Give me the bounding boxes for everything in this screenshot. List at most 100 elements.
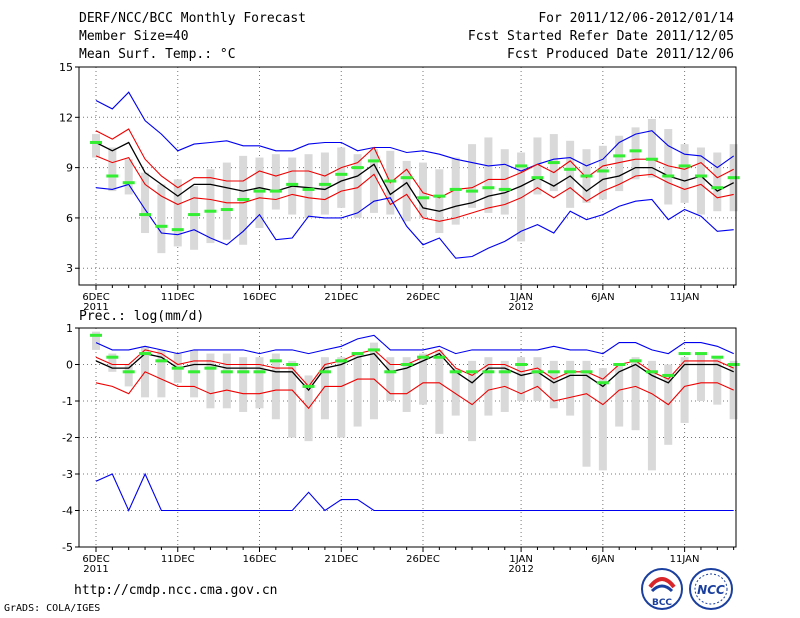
temp-range-box [255, 157, 264, 228]
temp-range-box [631, 127, 640, 180]
prec-member-marker [711, 355, 724, 359]
temp-range-box [337, 147, 346, 208]
started-date: Fcst Started Refer Date 2011/12/05 [467, 29, 734, 44]
chart-title: DERF/NCC/BCC Monthly Forecast [79, 11, 306, 26]
footer-url[interactable]: http://cmdp.ncc.cma.gov.cn [74, 583, 278, 598]
temp-range-box [108, 147, 117, 192]
prec-range-box [598, 368, 607, 471]
temp-lower-line [95, 155, 734, 222]
temp-member-marker [515, 164, 528, 168]
temp-member-marker [90, 140, 102, 144]
temp-range-box [419, 162, 427, 218]
prec-member-marker [515, 363, 528, 366]
prec-range-box [713, 357, 722, 405]
temp-range-box [451, 157, 460, 225]
temp-range-box [566, 140, 575, 208]
prec-ytick-label: -4 [62, 505, 73, 518]
prec-range-box [517, 357, 526, 401]
prec-range-box [582, 360, 591, 467]
bcc-logo-label: BCC [652, 598, 672, 608]
prec-xtick-label: 1JAN [509, 554, 532, 565]
temp-range-box [664, 129, 673, 205]
temp-range-box [500, 149, 509, 215]
prec-range-box [255, 357, 264, 409]
ncc-logo: NCC [689, 568, 733, 610]
temp-member-marker [694, 174, 707, 178]
prec-member-marker [155, 359, 168, 363]
temp-xtick-label: 2011 [83, 302, 108, 313]
temp-member-marker [400, 176, 413, 180]
prec-ytick-label: -1 [62, 395, 73, 408]
temp-member-marker [302, 187, 315, 191]
temp-member-marker [547, 161, 560, 165]
temp-range-box [435, 169, 444, 234]
prec-member-marker [106, 355, 119, 359]
temp-range-box [141, 172, 150, 234]
prec-member-marker [286, 363, 299, 366]
temp-member-marker [662, 174, 675, 178]
temp-member-marker [531, 176, 544, 180]
temp-member-marker [351, 166, 364, 170]
temp-range-box [271, 154, 280, 210]
temp-member-marker [596, 169, 609, 173]
temp-xtick-label: 11DEC [161, 292, 195, 303]
prec-xtick-label: 11JAN [670, 554, 700, 565]
temp-mean-line [95, 141, 734, 212]
prec-member-marker [220, 370, 233, 374]
prec-member-marker [564, 370, 577, 374]
prec-member-marker [335, 359, 348, 363]
temp-range-box [124, 159, 133, 195]
prec-member-marker [318, 370, 331, 374]
temp-ytick-label: 9 [66, 162, 73, 175]
temp-range-box [369, 149, 378, 213]
temp-member-marker [482, 186, 495, 190]
temp-range-box [615, 135, 624, 192]
temp-member-marker [498, 187, 511, 191]
prec-member-marker [122, 370, 135, 374]
temp-xtick-label: 16DEC [243, 292, 277, 303]
temp-range-box [696, 147, 705, 215]
temp-frame [78, 66, 737, 286]
prec-range-box [419, 353, 427, 405]
prec-range-box [271, 353, 280, 420]
prec-range-box [190, 349, 199, 398]
temp-member-marker [220, 208, 233, 212]
temp-member-marker [253, 189, 266, 193]
prec-member-marker [662, 373, 675, 377]
temp-range-box [647, 118, 656, 178]
prec-member-marker [596, 381, 609, 385]
prec-xtick-label: 16DEC [243, 554, 277, 565]
temp-member-marker [139, 213, 152, 217]
prec-ytick-label: -2 [62, 432, 73, 445]
prec-member-marker [547, 370, 560, 374]
bcc-logo: BCC [641, 568, 683, 610]
prec-member-marker [204, 366, 217, 370]
prec-range-box [288, 360, 297, 438]
prec-xtick-label: 2012 [508, 564, 533, 575]
grads-credit: GrADS: COLA/IGES [4, 603, 101, 614]
temp-range-box [680, 144, 689, 203]
prec-range-box [239, 357, 248, 412]
temp-member-marker [335, 172, 348, 176]
prec-member-marker [531, 370, 544, 374]
prec-range-box [402, 357, 411, 412]
temp-member-marker [711, 186, 724, 190]
temp-xtick-label: 6DEC [82, 292, 109, 303]
forecast-period: For 2011/12/06-2012/01/14 [538, 11, 734, 26]
temp-member-marker [564, 167, 577, 171]
prec-member-marker [269, 359, 282, 363]
prec-member-marker [482, 370, 495, 374]
temp-min-line [95, 183, 734, 259]
prec-range-box [484, 357, 493, 416]
prec-range-box [222, 353, 231, 409]
temp-member-marker [155, 224, 168, 228]
temp-member-marker [678, 164, 691, 168]
temp-range-box [517, 152, 526, 242]
prec-xtick-label: 2011 [83, 564, 108, 575]
prec-member-marker [367, 348, 380, 352]
variable-label: Mean Surf. Temp.: °C [79, 47, 236, 62]
temp-member-marker [367, 159, 380, 163]
temp-xtick-label: 11JAN [670, 292, 700, 303]
temp-range-box [468, 144, 477, 208]
